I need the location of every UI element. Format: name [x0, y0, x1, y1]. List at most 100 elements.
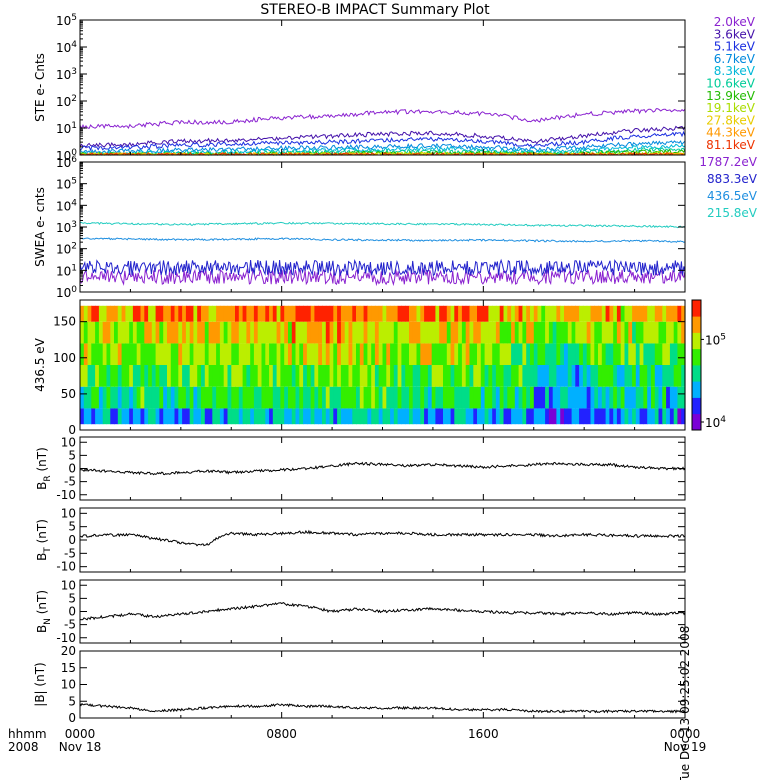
- heatmap-cell: [533, 408, 539, 425]
- heatmap-cell: [223, 343, 229, 365]
- heatmap-cell: [461, 386, 467, 409]
- swea-y-axis-label: SWEA e- cnts: [33, 187, 47, 267]
- heatmap-cell: [310, 343, 316, 365]
- heatmap-cell: [401, 386, 406, 409]
- heatmap-cell: [514, 321, 520, 344]
- heatmap-cell: [95, 321, 100, 344]
- heatmap-cell: [352, 365, 357, 387]
- heatmap-cell: [477, 408, 482, 425]
- heatmap-cell: [518, 321, 523, 344]
- heatmap-cell: [616, 365, 622, 387]
- heatmap-cell: [518, 365, 523, 387]
- heatmap-cell: [427, 408, 433, 425]
- heatmap-cell: [91, 305, 96, 322]
- heatmap-cell: [216, 321, 221, 344]
- heatmap-cell: [151, 365, 157, 387]
- heatmap-cell: [616, 321, 622, 344]
- heatmap-cell: [537, 321, 542, 344]
- heatmap-cell: [526, 321, 531, 344]
- heatmap-cell: [201, 321, 206, 344]
- heatmap-cell: [654, 408, 660, 425]
- heatmap-cell: [443, 386, 448, 409]
- heatmap-cell: [340, 305, 346, 322]
- heatmap-cell: [333, 365, 338, 387]
- heatmap-cell: [669, 365, 675, 387]
- heatmap-cell: [530, 408, 535, 425]
- heatmap-cell: [473, 343, 478, 365]
- heatmap-cell: [148, 365, 153, 387]
- heatmap-cell: [276, 305, 281, 322]
- heatmap-cell: [174, 305, 179, 322]
- heatmap-cell: [651, 343, 656, 365]
- y-tick-label-br-3: 5: [68, 448, 76, 462]
- heatmap-cell: [639, 321, 644, 344]
- heatmap-cell: [371, 408, 376, 425]
- heatmap-cell: [473, 365, 478, 387]
- heatmap-cell: [594, 386, 599, 409]
- plot-title: STEREO-B IMPACT Summary Plot: [260, 2, 490, 18]
- heatmap-cell: [560, 305, 565, 322]
- heatmap-cell: [344, 343, 350, 365]
- heatmap-cell: [397, 408, 402, 425]
- heatmap-cell: [586, 365, 592, 387]
- heatmap-cell: [322, 408, 327, 425]
- heatmap-cell: [628, 365, 633, 387]
- ste-legend-3: 6.7keV: [714, 52, 756, 66]
- heatmap-cell: [223, 365, 229, 387]
- heatmap-cell: [390, 365, 395, 387]
- heatmap-cell: [541, 305, 546, 322]
- heatmap-cell: [412, 408, 418, 425]
- heatmap-cell: [450, 365, 455, 387]
- heatmap-cell: [431, 408, 437, 425]
- heatmap-cell: [654, 365, 660, 387]
- heatmap-cell: [382, 408, 387, 425]
- heatmap-cell: [439, 321, 444, 344]
- heatmap-cell: [601, 321, 607, 344]
- heatmap-cell: [435, 365, 440, 387]
- heatmap-cell: [582, 408, 588, 425]
- heatmap-cell: [204, 365, 210, 387]
- heatmap-cell: [159, 321, 164, 344]
- heatmap-cell: [499, 305, 505, 322]
- heatmap-cell: [159, 305, 164, 322]
- y-tick-label-br-2: 0: [68, 462, 76, 476]
- heatmap-cell: [427, 305, 433, 322]
- heatmap-cell: [242, 408, 247, 425]
- heatmap-cell: [514, 408, 520, 425]
- y-tick-label-ste-2: 102: [56, 94, 77, 109]
- heatmap-cell: [174, 408, 179, 425]
- heatmap-cell: [227, 365, 232, 387]
- heatmap-cell: [295, 321, 300, 344]
- heatmap-cell: [518, 343, 523, 365]
- heatmap-cell: [257, 386, 263, 409]
- heatmap-cell: [624, 365, 629, 387]
- heatmap-cell: [499, 343, 505, 365]
- heatmap-cell: [378, 365, 384, 387]
- heatmap-cell: [499, 321, 505, 344]
- heatmap-cell: [556, 343, 561, 365]
- heatmap-cell: [495, 386, 501, 409]
- heatmap-cell: [102, 305, 108, 322]
- heatmap-cell: [216, 386, 221, 409]
- heatmap-cell: [548, 365, 554, 387]
- heatmap-cell: [443, 343, 448, 365]
- heatmap-cell: [246, 343, 251, 365]
- heatmap-cell: [170, 343, 176, 365]
- heatmap-cell: [348, 386, 353, 409]
- heatmap-cell: [461, 408, 467, 425]
- heatmap-cell: [208, 305, 213, 322]
- date-tick-label-0: Nov 18: [59, 740, 102, 754]
- y-tick-label-bmag-2: 10: [61, 678, 76, 692]
- heatmap-cell: [635, 408, 641, 425]
- heatmap-cell: [333, 305, 338, 322]
- heatmap-cell: [435, 321, 440, 344]
- heatmap-cell: [306, 343, 312, 365]
- heatmap-cell: [367, 305, 372, 322]
- heatmap-cell: [541, 321, 546, 344]
- heatmap-cell: [582, 386, 588, 409]
- y-tick-label-bmag-1: 5: [68, 694, 76, 708]
- heatmap-cell: [552, 408, 558, 425]
- heatmap-cell: [582, 321, 588, 344]
- heatmap-cell: [412, 305, 418, 322]
- heatmap-cell: [386, 343, 391, 365]
